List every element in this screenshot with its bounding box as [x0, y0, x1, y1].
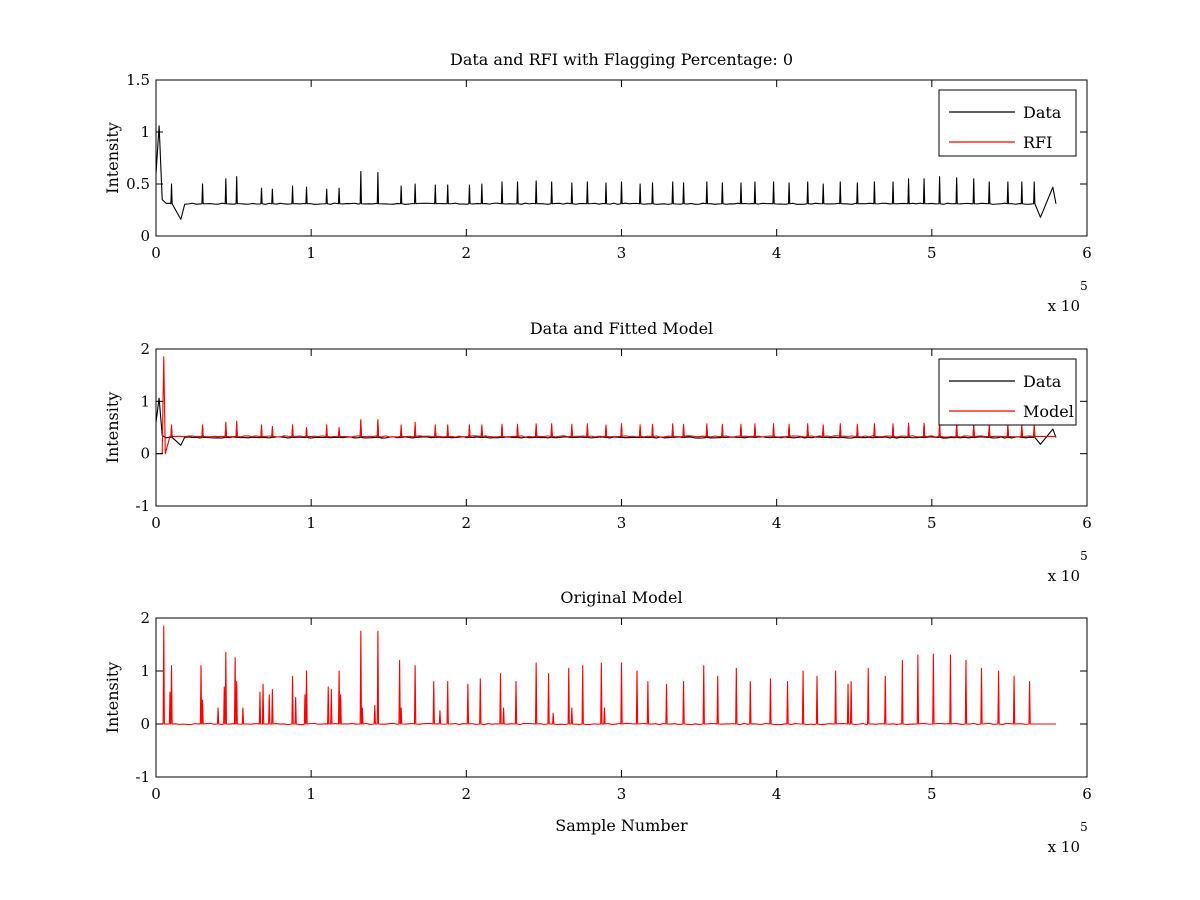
x-tick-label: 0 — [151, 514, 161, 532]
x-tick-label: 4 — [772, 244, 782, 262]
legend-box — [938, 89, 1077, 157]
subplot-title: Data and Fitted Model — [530, 319, 713, 338]
x-tick-label: 1 — [306, 244, 316, 262]
series-line-data — [156, 397, 1057, 446]
legend: Data RFI — [938, 89, 1077, 157]
y-tick-label: 1 — [140, 123, 150, 141]
x-tick-label: 4 — [772, 785, 782, 803]
y-tick-label: 0 — [140, 445, 150, 463]
x-axis-label: Sample Number — [555, 816, 688, 835]
legend-label-data: Data — [1023, 103, 1062, 122]
x-tick-label: 6 — [1082, 244, 1092, 262]
x-tick-label: 5 — [927, 514, 937, 532]
x-exponent-base: x 10 — [1048, 567, 1080, 585]
y-axis-label: Intensity — [103, 122, 122, 194]
series-group — [162, 625, 1056, 726]
y-tick-label: 0 — [140, 715, 150, 733]
x-tick-label: 5 — [927, 244, 937, 262]
y-tick-label: 1.5 — [126, 71, 150, 89]
subplot-title: Data and RFI with Flagging Percentage: 0 — [450, 50, 793, 69]
legend: Data Model — [938, 358, 1077, 426]
y-tick-label: -1 — [135, 768, 150, 786]
x-tick-label: 2 — [462, 514, 472, 532]
y-tick-label: 0.5 — [126, 175, 150, 193]
y-tick-label: 1 — [140, 392, 150, 410]
x-exponent-power: 5 — [1080, 820, 1088, 834]
y-tick-label: 2 — [140, 609, 150, 627]
x-tick-label: 3 — [617, 785, 627, 803]
y-tick-label: -1 — [135, 497, 150, 515]
y-axis-label: Intensity — [103, 662, 122, 734]
x-tick-label: 5 — [927, 785, 937, 803]
series-line-model — [156, 356, 1056, 455]
x-tick-label: 2 — [462, 785, 472, 803]
legend-label-data: Data — [1023, 372, 1062, 391]
series-line-data — [156, 125, 1057, 220]
y-tick-label: 1 — [140, 662, 150, 680]
x-tick-label: 1 — [306, 514, 316, 532]
x-tick-label: 2 — [462, 244, 472, 262]
series-group — [156, 356, 1057, 455]
x-tick-label: 0 — [151, 244, 161, 262]
y-tick-label: 0 — [140, 227, 150, 245]
y-tick-label: 2 — [140, 340, 150, 358]
x-tick-label: 0 — [151, 785, 161, 803]
x-tick-label: 6 — [1082, 514, 1092, 532]
series-group — [156, 125, 1057, 220]
x-tick-label: 3 — [617, 244, 627, 262]
plot-area — [156, 80, 1087, 236]
x-tick-label: 4 — [772, 514, 782, 532]
subplot-1: 0 1 2 3 4 5 6 0 0.5 1 1.5 Data and RFI with Flaggin… — [103, 50, 1092, 315]
x-tick-label: 1 — [306, 785, 316, 803]
x-exponent-power: 5 — [1080, 549, 1088, 563]
x-exponent-power: 5 — [1080, 279, 1088, 293]
axes-root: 0 1 2 3 4 5 6 0 0.5 1 1.5 Data and RFI with Flaggin… — [103, 50, 1092, 856]
legend-label-model: Model — [1023, 402, 1074, 421]
x-exponent-base: x 10 — [1048, 838, 1080, 856]
legend-label-rfi: RFI — [1023, 133, 1052, 152]
legend-box — [938, 358, 1077, 426]
x-exponent-base: x 10 — [1048, 297, 1080, 315]
y-axis-label: Intensity — [103, 392, 122, 464]
x-tick-label: 3 — [617, 514, 627, 532]
x-tick-label: 6 — [1082, 785, 1092, 803]
subplot-title: Original Model — [560, 588, 682, 607]
series-line-model — [162, 625, 1056, 726]
